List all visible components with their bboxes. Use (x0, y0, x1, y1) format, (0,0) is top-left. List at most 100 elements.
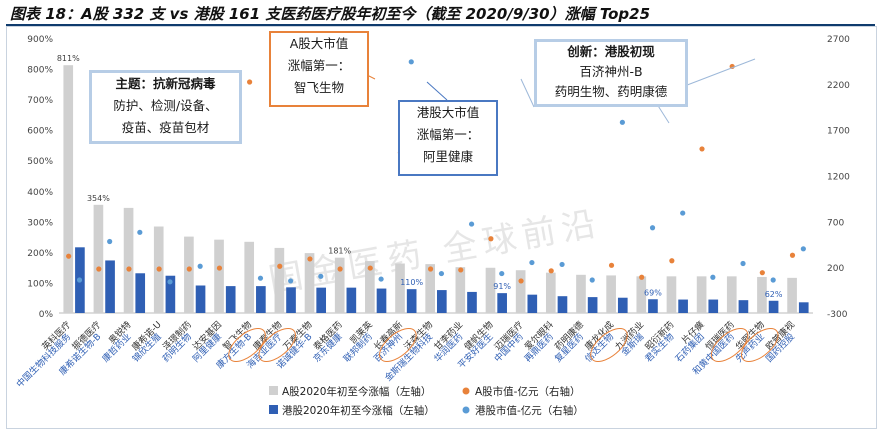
legend-label-3: 港股市值-亿元（右轴） (475, 404, 584, 417)
legend-swatch-0 (269, 386, 278, 395)
callout-innovation-title: 创新：港股初现 (567, 44, 655, 59)
a-share-bar-11 (395, 263, 405, 313)
a-cap-dot-4 (186, 266, 192, 272)
a-cap-dot-20 (669, 258, 675, 264)
right-axis-tick-200: 200 (827, 264, 844, 274)
hk-share-bar-11 (406, 289, 417, 313)
a-share-bar-12 (425, 264, 435, 313)
label-highlight-0 (228, 328, 266, 362)
left-axis-tick-500: 500% (27, 157, 53, 167)
a-cap-dot-0 (66, 253, 72, 259)
hk-cap-dot-18 (619, 119, 625, 125)
a-cap-dot-2 (126, 266, 132, 272)
a-cap-dot-15 (518, 278, 524, 284)
hk-share-bar-9 (346, 287, 357, 313)
hk-cap-dot-19 (649, 225, 656, 231)
left-axis-tick-700: 700% (27, 96, 53, 106)
a-share-bar-1 (93, 204, 104, 313)
label-highlight-5 (740, 328, 779, 362)
a-cap-dot-6 (247, 79, 253, 85)
a-cap-dot-12 (427, 266, 434, 272)
figure-title: 图表 18：A股 332 支 vs 港股 161 支医药医疗股年初至今（截至 2… (10, 5, 651, 23)
hk-share-bar-7 (286, 287, 296, 313)
chart-frame: 国金医药 全球前沿 0% 100% 200% 300% 400% 500% 600% 700% 8… (6, 26, 877, 429)
hk-share-bar-17 (587, 297, 598, 313)
hk-share-bar-16 (557, 296, 568, 313)
right-axis-tick-700: 700 (827, 218, 844, 228)
callout-innovation: 创新：港股初现 百济神州-B 药明生物、药明康德 (534, 39, 688, 107)
a-cap-dot-5 (216, 265, 223, 271)
a-cap-dot-14 (488, 236, 494, 242)
data-label-5: 69% (644, 288, 662, 297)
hk-share-bar-19 (648, 299, 658, 313)
a-share-bar-17 (576, 274, 586, 313)
hk-cap-dot-23 (770, 277, 776, 283)
left-axis-tick-0: 0% (39, 310, 54, 320)
label-highlight-3 (590, 328, 628, 362)
left-axis-tick-200: 200% (27, 249, 53, 259)
callout-a-top-line3: 智飞生物 (293, 80, 344, 95)
left-axis-tick-400: 400% (27, 188, 53, 198)
a-share-bar-20 (666, 276, 677, 313)
hk-cap-dot-15 (529, 259, 535, 266)
left-axis-tick-100: 100% (27, 279, 53, 289)
hk-share-bar-24 (798, 302, 809, 313)
hk-cap-dot-8 (318, 273, 324, 279)
legend-label-1: A股市值-亿元（右轴） (475, 385, 580, 398)
right-axis-tick-1700: 1700 (827, 127, 850, 137)
data-label-6: 62% (765, 290, 783, 299)
a-share-bar-21 (696, 276, 707, 313)
hk-cap-dot-22 (740, 260, 746, 267)
a-share-bar-6 (244, 241, 255, 313)
hk-cap-dot-2 (137, 229, 143, 235)
callout-hk-top-line2: 涨幅第一： (416, 127, 480, 142)
hk-share-bar-18 (617, 297, 628, 313)
a-share-bar-22 (726, 276, 737, 313)
callout-a-top-line1: A股大市值 (289, 36, 349, 51)
hk-share-bar-3 (165, 275, 176, 313)
a-share-bar-23 (757, 276, 767, 313)
a-cap-dot-21 (699, 146, 705, 152)
hk-share-bar-2 (135, 273, 146, 313)
a-share-bar-9 (334, 257, 345, 313)
left-axis-tick-300: 300% (27, 218, 53, 228)
a-share-bar-10 (365, 261, 375, 313)
callout-innovation-connector-2 (681, 58, 756, 88)
label-highlight-4 (710, 328, 749, 362)
callout-theme-line1: 防护、检测/设备、 (113, 98, 218, 113)
hk-cap-dot-4 (197, 263, 203, 269)
x-label-hk-0: 中国生物科技服务 (14, 331, 73, 390)
callout-theme: 主题：抗新冠病毒 防护、检测/设备、 疫苗、疫苗包材 (89, 70, 242, 144)
left-axis-tick-800: 800% (27, 66, 53, 76)
hk-share-bar-8 (316, 287, 327, 313)
callout-hk-top-connector (426, 81, 448, 101)
hk-share-bar-10 (376, 288, 387, 313)
hk-share-bar-14 (497, 293, 507, 313)
hk-cap-dot-21 (710, 274, 716, 280)
hk-cap-dot-17 (589, 277, 595, 283)
data-label-1: 354% (87, 194, 110, 203)
left-axis-tick-600: 600% (27, 127, 53, 137)
legend-swatch-2 (269, 405, 278, 414)
a-share-bar-13 (455, 267, 466, 313)
data-label-2: 181% (328, 247, 351, 256)
hk-cap-dot-10 (378, 276, 384, 282)
data-label-3: 110% (400, 278, 423, 287)
right-axis-tick--300: -300 (827, 310, 848, 320)
a-cap-dot-9 (337, 266, 343, 272)
a-cap-dot-10 (367, 265, 373, 271)
right-axis-tick-1200: 1200 (827, 173, 850, 183)
hk-cap-dot-6 (257, 275, 264, 281)
label-highlight-2 (379, 328, 417, 362)
hk-share-bar-4 (195, 285, 206, 313)
hk-share-bar-5 (225, 286, 236, 313)
callout-theme-title: 主题：抗新冠病毒 (115, 76, 216, 91)
a-share-bar-7 (274, 247, 285, 313)
hk-cap-dot-20 (680, 210, 686, 216)
a-cap-dot-16 (548, 268, 554, 274)
legend-swatch-3 (462, 406, 470, 414)
a-cap-dot-24 (789, 252, 796, 258)
hk-share-bar-6 (256, 286, 266, 313)
a-share-bar-0 (63, 65, 74, 313)
hk-cap-dot-11 (408, 59, 414, 65)
